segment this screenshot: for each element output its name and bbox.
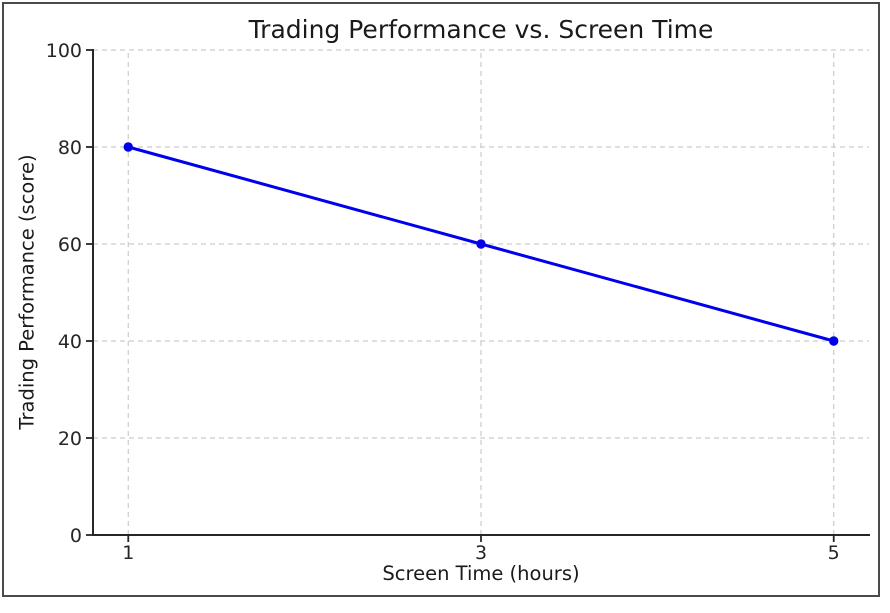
data-point-marker — [476, 239, 486, 249]
y-tick-label: 40 — [58, 331, 82, 353]
y-tick-label: 60 — [58, 234, 82, 256]
y-tick-label: 20 — [58, 428, 82, 450]
chart-title: Trading Performance vs. Screen Time — [248, 15, 714, 44]
y-tick-label: 100 — [46, 40, 82, 62]
x-tick-label: 3 — [475, 542, 487, 564]
x-axis-label: Screen Time (hours) — [382, 562, 580, 585]
y-tick-label: 0 — [70, 525, 82, 547]
data-point-marker — [829, 336, 839, 346]
y-tick-label: 80 — [58, 137, 82, 159]
data-point-marker — [123, 142, 133, 152]
x-tick-label: 1 — [122, 542, 134, 564]
x-tick-label: 5 — [828, 542, 840, 564]
